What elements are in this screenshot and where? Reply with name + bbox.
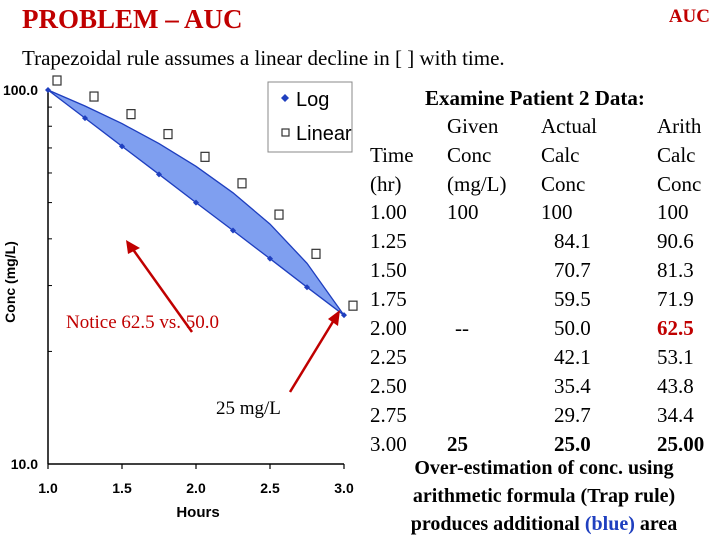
cell-arith: 62.5 [657,316,694,340]
data-point-linear [274,209,284,220]
cell-arith: 43.8 [657,374,694,398]
annotation-notice: Notice 62.5 vs. 50.0 [66,312,220,333]
auc-chart: 1.0 1.5 2.0 2.5 3.0 100.0 10.0 Hours Conc (mg… [2,75,358,521]
header-time: Time [370,143,414,167]
cell-actual: 50.0 [554,316,591,340]
cell-time: 3.00 [370,432,407,456]
y-axis-label: Conc (mg/L) [2,241,18,323]
series-line-linear [47,89,345,316]
caption-line-2: arithmetic formula (Trap rule) [412,485,676,507]
cell-time: 1.00 [370,200,407,224]
cell-arith: 100 [657,200,689,224]
x-tick-label: 1.5 [112,480,132,496]
x-tick-label: 1.0 [38,480,58,496]
header-given: Conc [447,143,492,167]
caption-blue-word: (blue) [584,513,635,535]
header-arith: Calc [657,143,696,167]
caption-line-3-pre: produces additional [410,513,585,535]
header-actual: Conc [541,172,586,196]
caption-line-3-post: area [634,513,678,535]
cell-actual: 84.1 [554,229,591,253]
cell-given: -- [455,316,469,340]
header-arith: Arith [657,114,702,138]
caption-line-3: produces additional (blue) area [372,510,716,538]
data-point-linear [311,248,321,259]
cell-time: 2.75 [370,403,407,427]
cell-arith: 34.4 [657,403,694,427]
x-tick-label: 2.5 [260,480,280,496]
annotation-arrow-1 [130,247,194,333]
cell-arith: 25.00 [657,432,705,456]
cell-actual: 25.0 [554,432,591,456]
cell-actual: 29.7 [554,403,591,427]
data-point-linear [126,109,136,120]
legend-diamond-marker [281,94,289,102]
cell-time: 1.50 [370,258,407,282]
y-tick-label: 10.0 [11,456,38,472]
cell-time: 2.00 [370,316,407,340]
cell-time: 2.50 [370,374,407,398]
caption-line-1: Over-estimation of conc. using [414,457,674,479]
cell-actual: 100 [541,200,573,224]
header-actual: Calc [541,143,580,167]
data-point-log [304,284,310,291]
page-subtitle: Trapezoidal rule assumes a linear declin… [22,46,505,70]
cell-time: 1.75 [370,287,407,311]
cell-actual: 70.7 [554,258,591,282]
cell-given: 100 [447,200,479,224]
data-point-linear [52,75,62,86]
data-point-linear [348,300,358,311]
cell-arith: 81.3 [657,258,694,282]
data-point-log [193,199,199,206]
annotation-arrow-2 [288,319,336,393]
section-tag: AUC [668,6,710,27]
cell-time: 1.25 [370,229,407,253]
legend-box [267,81,353,153]
page-title: PROBLEM – AUC [22,4,243,34]
cell-arith: 90.6 [657,229,694,253]
data-point-log [119,143,125,150]
data-point-log [267,255,273,262]
series-linear [47,75,358,316]
cell-actual: 35.4 [554,374,591,398]
header-time: (hr) [370,172,402,196]
legend-entry-log: Log [296,89,329,111]
legend-entry-linear: Linear [296,123,352,145]
data-point-linear [163,128,173,140]
annotation-arrowhead-1 [126,240,140,254]
cell-actual: 42.1 [554,345,591,369]
data-point-log [156,171,162,178]
header-given: (mg/L) [447,172,507,196]
data-point-linear [237,178,247,189]
data-point-linear [200,151,210,162]
data-point-log [230,227,236,234]
caption: Over-estimation of conc. using arithmeti… [372,454,716,538]
annotation-25mgl: 25 mg/L [216,398,281,419]
cell-arith: 53.1 [657,345,694,369]
cell-arith: 71.9 [657,287,694,311]
y-tick-label: 100.0 [3,82,38,98]
x-tick-label: 3.0 [334,480,354,496]
header-actual: Actual [541,114,597,138]
header-given: Given [447,114,499,138]
x-tick-label: 2.0 [186,480,206,496]
cell-actual: 59.5 [554,287,591,311]
x-axis-label: Hours [176,504,219,521]
annotation-arrowhead-2 [328,310,340,326]
cell-given: 25 [447,432,468,456]
cell-time: 2.25 [370,345,407,369]
header-arith: Conc [657,172,702,196]
chart-legend: Log Linear [267,81,353,153]
legend-square-marker [281,128,290,137]
table-title: Examine Patient 2 Data: [425,86,645,110]
data-point-linear [89,91,99,102]
data-point-log [82,115,88,122]
